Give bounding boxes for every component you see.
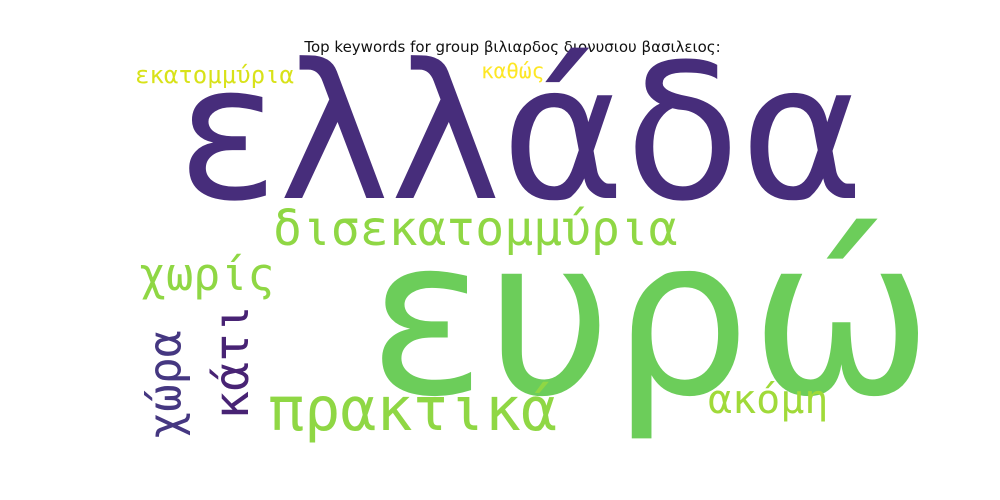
word-kathos: καθώς: [481, 59, 545, 83]
word-kati: κάτι: [203, 304, 260, 420]
word-ekatommyria: εκατομμύρια: [135, 61, 294, 89]
word-choris: χωρίς: [139, 248, 275, 301]
word-chora: χώρα: [138, 330, 192, 439]
word-ellada: ελλάδα: [177, 24, 865, 243]
word-disekatommyria: δισεκατομμύρια: [273, 201, 678, 257]
figure-title: Top keywords for group βιλιαρδος διονυσι…: [304, 38, 721, 56]
word-praktika: πρακτικά: [268, 375, 557, 445]
word-evro: ευρώ: [368, 192, 933, 445]
word-akomi: ακόμη: [708, 377, 829, 423]
